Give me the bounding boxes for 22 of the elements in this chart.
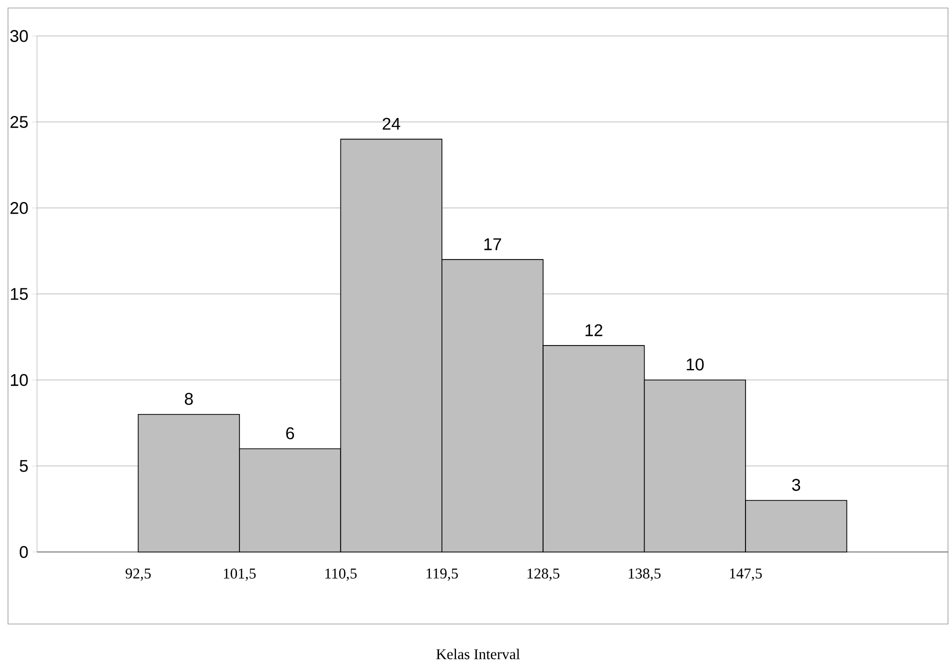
y-tick-label: 25 [10,116,28,128]
data-label: 10 [686,358,704,370]
y-tick-label: 20 [10,202,28,214]
y-tick-label: 10 [10,374,28,386]
data-label: 8 [184,392,193,405]
data-label: 6 [286,427,294,440]
x-tick-label: 92,5 [126,568,151,581]
x-tick-label: 119,5 [426,568,458,581]
y-tick-label: 30 [10,30,28,42]
data-label: 24 [382,118,400,130]
x-axis-title: Kelas Interval [436,648,520,660]
data-label: 12 [586,324,602,336]
x-tick-label: 110,5 [325,568,357,581]
y-tick-label: 15 [10,288,28,300]
y-tick-label: 0 [20,546,28,558]
data-label: 17 [484,238,502,250]
x-tick-label: 147,5 [730,568,762,581]
y-tick-label: 5 [20,460,28,472]
data-label: 3 [792,478,800,491]
x-tick-label: 101,5 [224,568,256,581]
x-tick-label: 128,5 [528,568,560,581]
x-tick-label: 138,5 [628,568,661,581]
